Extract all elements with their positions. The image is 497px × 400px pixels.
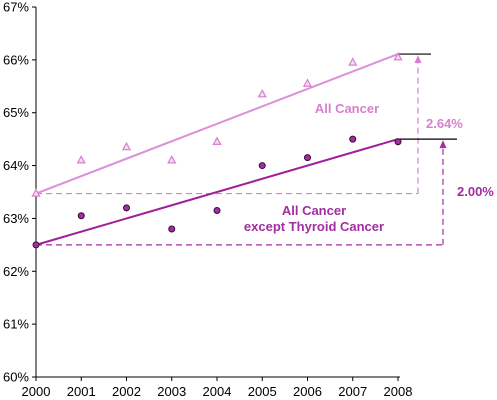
y-tick-label: 64%	[3, 158, 29, 173]
y-tick-label: 61%	[3, 317, 29, 332]
x-tick-label: 2003	[157, 384, 186, 399]
y-tick-label: 65%	[3, 105, 29, 120]
x-tick-label: 2001	[67, 384, 96, 399]
point-except-thyroid	[32, 241, 40, 249]
series-label: All Cancer	[315, 101, 379, 116]
increase-arrowhead	[439, 140, 447, 149]
point-all-cancer	[76, 155, 86, 164]
x-tick-label: 2006	[293, 384, 322, 399]
series-label-line: All Cancer	[282, 203, 346, 218]
point-except-thyroid	[213, 207, 221, 214]
point-except-thyroid	[394, 138, 402, 146]
y-tick-label: 63%	[3, 211, 29, 226]
point-all-cancer	[31, 188, 41, 197]
point-all-cancer	[212, 136, 222, 145]
series-label-line: except Thyroid Cancer	[244, 219, 384, 234]
y-tick-label: 67%	[3, 0, 29, 15]
x-tick-label: 2008	[384, 384, 413, 399]
trend-line-except-thyroid	[35, 138, 399, 246]
point-all-cancer	[302, 78, 313, 87]
point-all-cancer	[121, 141, 132, 151]
difference-label: 2.64%	[426, 116, 463, 131]
x-tick-label: 2004	[203, 384, 232, 399]
x-tick-label: 2000	[22, 384, 51, 399]
difference-label: 2.00%	[457, 184, 494, 199]
y-tick-label: 66%	[3, 52, 29, 67]
point-except-thyroid	[77, 212, 85, 220]
y-tick-label: 60%	[3, 370, 29, 385]
point-except-thyroid	[304, 154, 311, 162]
data-points	[31, 51, 403, 249]
difference-guides	[36, 53, 457, 246]
series-label-line: All Cancer	[315, 101, 379, 116]
point-all-cancer	[393, 51, 403, 61]
point-except-thyroid	[258, 162, 266, 170]
point-except-thyroid	[168, 225, 176, 233]
tick-labels: 60% 61% 62% 63% 64% 65% 66% 67% 2000 2001 2002 2003…	[3, 0, 412, 399]
trend-lines	[35, 53, 399, 246]
series-label: All Cancer except Thyroid Cancer	[244, 203, 384, 234]
x-tick-label: 2007	[338, 384, 367, 399]
point-all-cancer	[167, 155, 177, 164]
point-all-cancer	[348, 57, 358, 66]
x-tick-label: 2002	[112, 384, 141, 399]
point-except-thyroid	[349, 135, 357, 143]
trend-line-all-cancer	[35, 53, 399, 195]
increase-arrowhead	[414, 55, 422, 64]
x-tick-label: 2005	[248, 384, 277, 399]
point-except-thyroid	[123, 204, 130, 212]
point-all-cancer	[257, 88, 267, 98]
y-tick-label: 62%	[3, 264, 29, 279]
